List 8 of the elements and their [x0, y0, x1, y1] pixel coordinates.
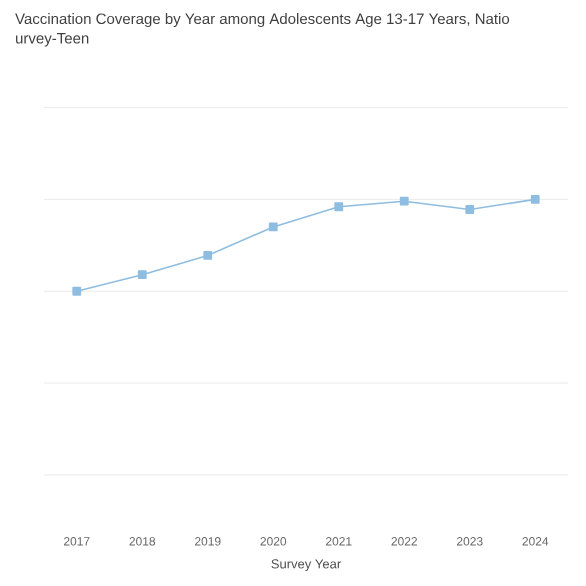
- point: [72, 286, 82, 296]
- point: [203, 251, 213, 260]
- point: [465, 205, 475, 214]
- point: [137, 270, 147, 280]
- point: [530, 194, 540, 204]
- point: [334, 202, 344, 212]
- point: [399, 196, 409, 206]
- point: [268, 222, 278, 232]
